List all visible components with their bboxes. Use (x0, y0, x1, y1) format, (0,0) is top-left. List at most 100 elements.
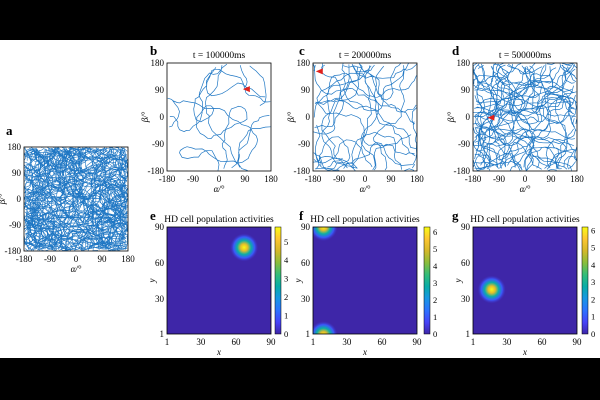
y-tick-label: 1 (306, 329, 311, 339)
colorbar (274, 226, 282, 335)
x-tick-label: 90 (241, 174, 251, 184)
panel-d: -180 -90 0 90 180 -180 -90 0 90 180 α/° β/° t = 5000… (446, 43, 584, 194)
top-letterbox-band (0, 0, 600, 40)
plot-frame (166, 226, 272, 335)
colorbar-tick-label: 5 (591, 243, 595, 253)
x-axis-label: α/° (520, 184, 531, 194)
current-position-marker (315, 68, 323, 75)
y-axis-label: β/° (286, 111, 296, 123)
plot-frame (166, 62, 272, 172)
y-tick-label: -90 (298, 139, 310, 149)
x-tick-label: -180 (305, 174, 322, 184)
x-tick-label: 30 (502, 337, 512, 347)
panel-c: -180 -90 0 90 180 -180 -90 0 90 180 α/° β/° t = 2000… (286, 43, 424, 194)
y-tick-label: 30 (155, 294, 165, 304)
colorbar-tick-label: 4 (433, 261, 438, 271)
y-tick-label: 60 (155, 258, 165, 268)
colorbar-tick-label: 4 (591, 260, 596, 270)
bottom-letterbox-band (0, 358, 600, 400)
x-tick-label: -90 (333, 174, 345, 184)
colorbar-tick-label: 3 (591, 277, 595, 287)
panel-letter: g (452, 208, 459, 223)
colorbar-tick-label: 2 (284, 292, 288, 302)
colorbar (423, 226, 431, 335)
plot-frame (23, 146, 129, 252)
colorbar-tick-label: 1 (591, 312, 595, 322)
x-tick-label: 90 (547, 174, 557, 184)
panel-letter: f (299, 208, 304, 223)
x-tick-label: 30 (196, 337, 206, 347)
y-tick-label: 90 (12, 168, 22, 178)
y-tick-label: 1 (466, 329, 471, 339)
x-tick-label: 60 (377, 337, 387, 347)
x-tick-label: 1 (165, 337, 170, 347)
x-tick-label: 60 (231, 337, 241, 347)
activity-bump (313, 227, 338, 242)
x-axis-label: x (522, 347, 527, 357)
trajectory-line (24, 147, 128, 251)
panel-letter: b (150, 43, 157, 58)
colorbar-tick-label: 5 (284, 237, 288, 247)
y-tick-label: 90 (155, 222, 165, 232)
x-tick-label: -180 (465, 174, 482, 184)
y-tick-label: 180 (8, 142, 22, 152)
panel-title: HD cell population activities (470, 215, 580, 225)
y-tick-label: 180 (297, 58, 311, 68)
x-tick-label: 90 (267, 337, 277, 347)
y-tick-label: 90 (461, 85, 471, 95)
y-tick-label: 180 (151, 58, 165, 68)
y-tick-label: -180 (294, 166, 311, 176)
current-position-marker (487, 114, 495, 121)
x-tick-label: 180 (264, 174, 278, 184)
x-tick-label: 1 (311, 337, 316, 347)
x-axis-label: x (362, 347, 367, 357)
current-position-marker (242, 86, 250, 93)
activity-bump (414, 227, 417, 235)
panel-b: -180 -90 0 90 180 -180 -90 0 90 180 α/° β/° t = 1000… (140, 43, 278, 194)
x-tick-label: 0 (363, 174, 368, 184)
y-tick-label: 60 (301, 258, 311, 268)
activity-bump (414, 327, 417, 334)
y-tick-label: 0 (466, 112, 471, 122)
x-tick-label: -180 (159, 174, 176, 184)
colorbar (581, 226, 589, 335)
colorbar-tick-label: 5 (433, 244, 437, 254)
y-tick-label: 1 (160, 329, 165, 339)
colorbar-tick-label: 1 (433, 312, 437, 322)
colorbar-tick-label: 3 (433, 278, 437, 288)
x-tick-label: 90 (387, 174, 397, 184)
x-axis-label: α/° (360, 184, 371, 194)
panel-title: HD cell population activities (164, 215, 274, 225)
trajectory-line (313, 63, 417, 171)
trajectory-line (473, 63, 577, 171)
plot-frame (472, 226, 578, 335)
y-tick-label: 90 (301, 222, 311, 232)
colorbar-tick-label: 0 (591, 329, 595, 339)
y-tick-label: 180 (457, 58, 471, 68)
colorbar-tick-label: 1 (284, 311, 288, 321)
y-axis-label: β/° (446, 111, 456, 123)
y-axis-label: y (147, 279, 157, 284)
panel-title: t = 100000ms (193, 51, 246, 61)
panel-letter: c (299, 43, 305, 58)
panel-letter: d (452, 43, 460, 58)
y-tick-label: 60 (461, 258, 471, 268)
colorbar-tick-label: 2 (591, 294, 595, 304)
plot-frame (472, 62, 578, 172)
plot-frame (312, 226, 418, 335)
y-tick-label: 0 (160, 112, 165, 122)
y-tick-label: -90 (458, 139, 470, 149)
colorbar-tick-label: 6 (591, 225, 595, 235)
panel-title: t = 200000ms (339, 51, 392, 61)
x-tick-label: 90 (98, 254, 108, 264)
trajectory-line (167, 63, 271, 171)
y-axis-label: β/° (140, 111, 150, 123)
x-tick-label: 0 (74, 254, 79, 264)
x-axis-label: α/° (214, 184, 225, 194)
activity-bump (477, 275, 506, 304)
activity-bump (313, 321, 338, 334)
y-tick-label: -180 (148, 166, 165, 176)
x-tick-label: -90 (493, 174, 505, 184)
